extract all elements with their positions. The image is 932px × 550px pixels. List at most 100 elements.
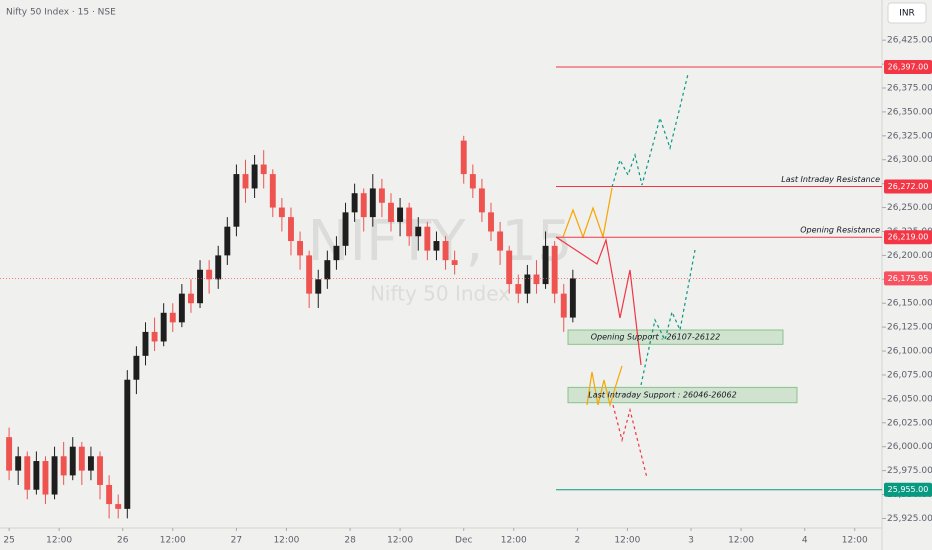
projection-path [562, 187, 613, 240]
watermark: NIFTY, 15 [308, 209, 573, 274]
candle-body [497, 231, 504, 251]
candle-body [233, 174, 240, 227]
x-tick-label: 12:00 [728, 536, 754, 546]
candle-body [333, 245, 340, 261]
candle-body [424, 226, 431, 251]
x-tick-label: 12:00 [46, 536, 72, 546]
x-tick-label: 12:00 [273, 536, 299, 546]
candle-body [406, 207, 413, 237]
price-badge [884, 59, 932, 74]
candle-body [360, 193, 367, 218]
y-tick-label: 25,925.00 [887, 514, 932, 524]
candle-body [251, 164, 258, 189]
candle-body [488, 212, 494, 232]
price-badge-label: 25,955.00 [888, 485, 929, 494]
candle-body [378, 188, 385, 203]
candle-body [124, 379, 131, 509]
price-badge [884, 179, 932, 194]
candle-body [87, 456, 94, 471]
x-tick-label: 12:00 [387, 536, 413, 546]
candle-body [460, 140, 467, 175]
projection-path [586, 365, 623, 408]
candle-body [78, 446, 85, 471]
x-tick-label: 12:00 [501, 536, 527, 546]
y-tick-label: 26,125.00 [887, 323, 932, 333]
candle-body [215, 255, 222, 280]
candle-body [533, 274, 540, 285]
x-tick-label: 12:00 [614, 536, 640, 546]
y-tick-label: 26,075.00 [887, 370, 932, 380]
projection-path [611, 73, 689, 188]
price-badge-label: 26,397.00 [888, 62, 929, 71]
y-tick-label: 26,425.00 [887, 36, 932, 46]
projection-path [555, 236, 642, 366]
y-tick-label: 26,050.00 [887, 394, 932, 404]
x-tick-label: 28 [344, 536, 356, 546]
watermark: Nifty 50 Index [370, 282, 510, 306]
candle-body [433, 241, 440, 251]
zone-label: Last Intraday Support : 26046-26062 [588, 391, 736, 400]
price-badge [884, 271, 932, 286]
y-tick-label: 26,300.00 [887, 155, 932, 165]
y-tick-label: 26,250.00 [887, 203, 932, 213]
candle-body [442, 241, 449, 261]
projection-path [612, 404, 648, 479]
y-tick-label: 26,000.00 [887, 442, 932, 452]
x-tick-label: 4 [802, 536, 808, 546]
candle-body [187, 293, 194, 304]
price-badge-label: 26,175.95 [888, 274, 929, 283]
x-tick-label: 3 [688, 536, 694, 546]
candle-body [206, 269, 213, 280]
x-tick-label: 25 [3, 536, 14, 546]
candle-body [551, 245, 558, 294]
x-tick-label: 2 [575, 536, 581, 546]
candle-body [560, 293, 567, 318]
candle-body [169, 312, 176, 323]
candle-body [451, 260, 458, 265]
candle-body [269, 174, 276, 208]
candle-body [6, 437, 13, 471]
candle-body [42, 461, 49, 495]
currency-box [887, 2, 927, 24]
candle-body [60, 456, 67, 476]
candle-body [297, 241, 304, 256]
x-tick-label: 26 [117, 536, 129, 546]
candle-body [542, 245, 549, 285]
x-tick-label: 27 [231, 536, 242, 546]
x-tick-label: 12:00 [160, 536, 186, 546]
candle-body [415, 226, 422, 237]
candle-body [242, 174, 249, 189]
projection-path [640, 249, 696, 386]
candle-body [197, 269, 203, 304]
price-badge-label: 26,219.00 [888, 233, 929, 242]
y-tick-label: 26,350.00 [887, 107, 932, 117]
candle-body [106, 484, 113, 505]
candle-body [260, 164, 267, 175]
price-badge [884, 482, 932, 497]
y-tick-label: 26,100.00 [887, 347, 932, 357]
candle-body [33, 461, 40, 490]
y-tick-label: 26,025.00 [887, 418, 932, 428]
candle-body [478, 188, 485, 213]
candle-body [315, 279, 322, 294]
candle-body [524, 274, 531, 294]
price-badge [884, 230, 932, 245]
candle-body [15, 456, 22, 471]
candle-body [469, 174, 476, 189]
candle-body [288, 217, 294, 242]
candle-body [142, 331, 149, 356]
candle-body [160, 312, 167, 342]
x-tick-label: Dec [455, 536, 472, 546]
y-tick-label: 26,200.00 [887, 251, 932, 261]
y-tick-label: 26,375.00 [887, 84, 932, 94]
candle-body [51, 456, 58, 495]
candle-body [306, 255, 313, 294]
candle-body [388, 202, 394, 222]
candle-body [351, 193, 358, 213]
support-zone [567, 329, 784, 345]
candle-body [224, 226, 231, 256]
candle-body [151, 331, 158, 342]
level-annotation: Last Intraday Resistance [781, 175, 880, 184]
